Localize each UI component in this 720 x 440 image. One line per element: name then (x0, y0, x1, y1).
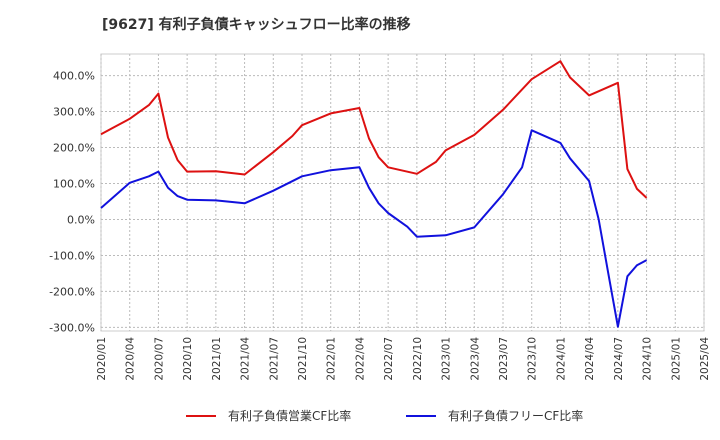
x-tick-label: 2022/07 (383, 337, 395, 381)
x-tick-label: 2020/04 (125, 337, 137, 381)
y-axis: 400.0% 300.0% 200.0% 100.0% 0.0% -100.0% -200.… (49, 70, 95, 335)
series-layer (100, 60, 648, 328)
y-tick-label: 400.0% (53, 70, 95, 83)
x-tick-label: 2022/10 (412, 337, 424, 381)
x-tick-label: 2020/10 (182, 337, 194, 381)
x-tick-label: 2024/01 (555, 337, 567, 381)
chart-title: [9627] 有利子負債キャッシュフロー比率の推移 (102, 17, 411, 33)
x-tick-label: 2022/04 (354, 337, 366, 381)
x-tick-label: 2024/04 (584, 337, 596, 381)
x-tick-label: 2023/10 (527, 337, 539, 381)
x-tick-label: 2023/04 (469, 337, 481, 381)
legend-label-operating-cf: 有利子負債営業CF比率 (228, 408, 351, 423)
y-tick-label: 300.0% (53, 106, 95, 119)
x-tick-label: 2024/07 (613, 337, 625, 381)
y-tick-label: -100.0% (49, 249, 95, 262)
x-tick-label: 2021/01 (211, 337, 223, 381)
y-tick-label: -200.0% (49, 285, 95, 298)
series-line-operating-cf (100, 60, 648, 199)
x-tick-label: 2025/01 (670, 337, 682, 381)
plot-background (100, 53, 705, 332)
x-tick-label: 2023/01 (441, 337, 453, 381)
x-axis: 2020/01 2020/04 2020/07 2020/10 2021/01 2021/… (96, 337, 711, 381)
y-tick-label: 100.0% (53, 178, 95, 191)
x-tick-label: 2020/01 (96, 337, 108, 381)
x-tick-label: 2020/07 (153, 337, 165, 381)
y-tick-label: 200.0% (53, 142, 95, 155)
y-tick-label: 0.0% (67, 213, 95, 226)
x-tick-label: 2023/07 (498, 337, 510, 381)
x-tick-label: 2021/10 (297, 337, 309, 381)
x-tick-label: 2025/04 (699, 337, 711, 381)
legend: 有利子負債営業CF比率 有利子負債フリーCF比率 (186, 408, 583, 423)
x-tick-label: 2024/10 (642, 337, 654, 381)
x-tick-label: 2021/07 (268, 337, 280, 381)
legend-label-free-cf: 有利子負債フリーCF比率 (448, 408, 583, 423)
grid-layer (100, 54, 705, 331)
x-tick-label: 2022/01 (326, 337, 338, 381)
x-tick-label: 2021/04 (240, 337, 252, 381)
y-tick-label: -300.0% (49, 321, 95, 334)
series-line-free-cf (100, 129, 648, 328)
